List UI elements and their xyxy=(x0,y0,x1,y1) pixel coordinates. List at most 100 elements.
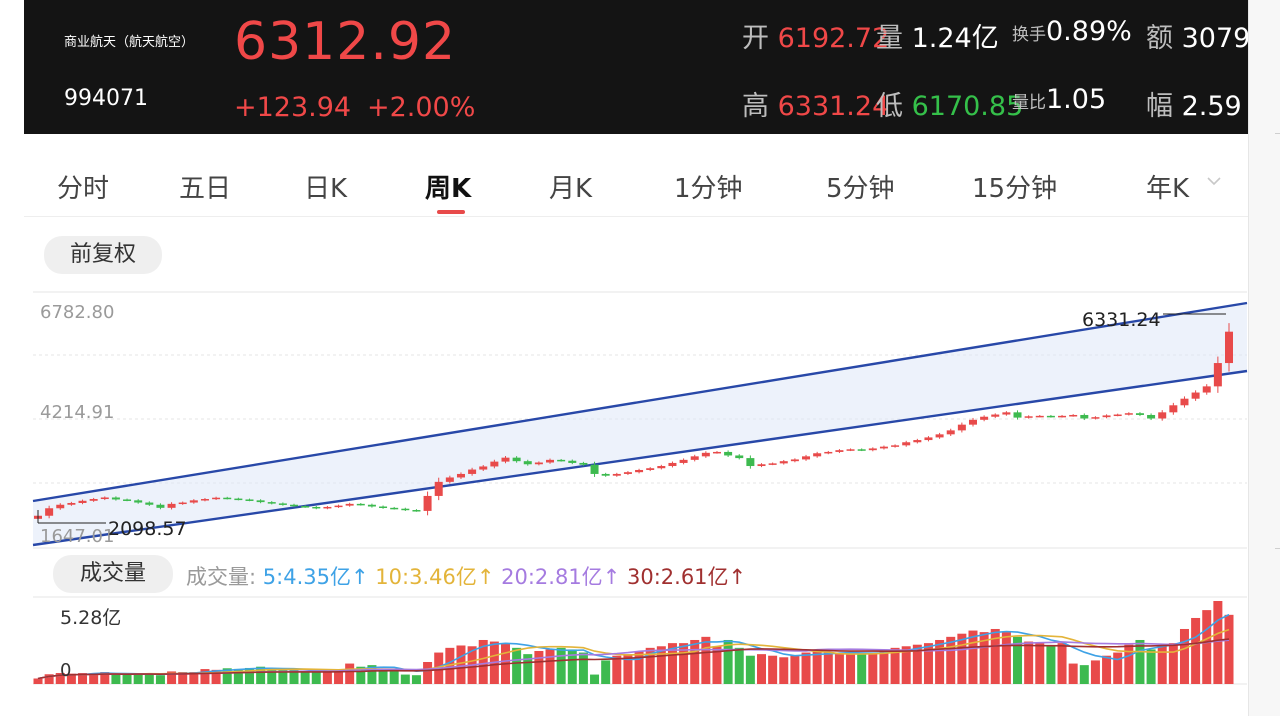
volume-bar xyxy=(1202,610,1212,684)
tab-5min[interactable]: 5分钟 xyxy=(826,174,895,204)
volume-bar xyxy=(178,672,188,684)
volume-bar xyxy=(256,666,266,684)
turnover-value: 0.89% xyxy=(1046,16,1132,47)
volume-ma30-line xyxy=(37,638,1230,680)
candle-body xyxy=(89,499,98,501)
quote-header: 商业航天（航天航空） 994071 6312.92 +123.94 +2.00%… xyxy=(24,0,1248,134)
volume-bar xyxy=(1079,665,1089,684)
volume-bar xyxy=(846,652,856,684)
tab-five-day[interactable]: 五日 xyxy=(179,174,232,204)
candle-body xyxy=(635,469,644,473)
chevron-down-icon[interactable] xyxy=(1206,176,1222,186)
volume-ma20: 20:2.81亿 xyxy=(501,565,603,589)
active-tab-indicator xyxy=(437,210,465,214)
candle-body xyxy=(980,416,989,420)
volume-bar xyxy=(133,673,143,684)
volume-bar xyxy=(690,639,700,684)
trend-channel xyxy=(32,301,1248,547)
volume-ma10-line xyxy=(37,628,1230,680)
volume-max-label: 5.28亿 xyxy=(60,607,121,629)
adjust-button[interactable]: 前复权 xyxy=(44,236,162,274)
candle-body xyxy=(278,503,287,505)
up-arrow-icon: ↑ xyxy=(350,565,369,589)
candle-body xyxy=(290,504,299,507)
candle-body xyxy=(123,499,132,501)
candle-body xyxy=(1135,413,1144,415)
candle-body xyxy=(223,497,232,500)
volume-bar xyxy=(512,647,522,684)
candle-body xyxy=(100,497,109,500)
tab-intraday[interactable]: 分时 xyxy=(57,174,110,204)
candle-body xyxy=(245,499,254,501)
volume-bar xyxy=(111,674,121,684)
candle-body xyxy=(957,424,966,431)
volume-ma10: 10:3.46亿 xyxy=(375,565,477,589)
candle-body xyxy=(601,473,610,476)
candle-body xyxy=(1002,412,1011,415)
volume-bar xyxy=(1168,643,1178,684)
candle-body xyxy=(379,506,388,509)
volume-bar xyxy=(757,654,767,684)
candle-body xyxy=(646,468,655,470)
tab-yearly-k[interactable]: 年K xyxy=(1146,174,1190,204)
volume-bar xyxy=(1124,644,1134,684)
volume-indicator-button[interactable]: 成交量 xyxy=(53,555,173,593)
candle-body xyxy=(813,453,822,457)
candle-body xyxy=(846,449,855,451)
candle-body xyxy=(1080,414,1089,419)
volume-bar xyxy=(990,628,1000,684)
volume-bar xyxy=(478,639,488,684)
candle-body xyxy=(212,497,221,500)
volume-bar xyxy=(679,643,689,684)
volume-bar xyxy=(233,668,243,684)
candle-body xyxy=(935,434,944,438)
candle-body xyxy=(1202,386,1211,393)
kline-chart[interactable]: 6782.80 4214.91 1647.01 6331.24 2098.57 … xyxy=(0,0,1248,716)
volume-bar xyxy=(144,674,154,684)
tab-weekly-k[interactable]: 周K xyxy=(425,174,472,204)
candle-body xyxy=(134,500,143,503)
candle-body xyxy=(991,414,1000,417)
volume-bar xyxy=(100,672,110,684)
volume-bar xyxy=(768,655,778,684)
volume-bars xyxy=(33,601,1234,684)
volume-bar xyxy=(556,647,566,684)
volume-bar xyxy=(923,643,933,684)
tab-monthly-k[interactable]: 月K xyxy=(549,174,593,204)
volume-bar xyxy=(857,654,867,684)
candle-body xyxy=(412,510,421,512)
volume-bar xyxy=(400,674,410,684)
volume-bar xyxy=(1179,628,1189,684)
volume-bar xyxy=(244,667,254,684)
volume-bar xyxy=(1090,660,1100,684)
candle-body xyxy=(156,504,165,508)
candle-body xyxy=(802,456,811,460)
low-value: 6170.85 xyxy=(911,91,1024,122)
tab-1min[interactable]: 1分钟 xyxy=(674,174,743,204)
up-arrow-icon: ↑ xyxy=(476,565,495,589)
tab-daily-k[interactable]: 日K xyxy=(304,174,348,204)
channel-upper-line xyxy=(32,301,1248,503)
candle-body xyxy=(1158,412,1167,419)
high-annotation: 6331.24 xyxy=(1082,309,1161,331)
candle-body xyxy=(345,503,354,506)
candle-body xyxy=(434,481,443,496)
candle-body xyxy=(1191,392,1200,399)
candle-body xyxy=(824,451,833,454)
candle-body xyxy=(857,449,866,451)
candle-body xyxy=(78,500,87,503)
candle-body xyxy=(167,503,176,508)
volume-bar xyxy=(567,649,577,684)
volume-bar xyxy=(167,671,177,684)
volume-bar xyxy=(155,675,165,684)
tab-15min[interactable]: 15分钟 xyxy=(972,174,1058,204)
candle-body xyxy=(468,469,477,474)
vol-ratio-value: 1.05 xyxy=(1046,84,1107,115)
amount-value: 3079 xyxy=(1181,23,1248,54)
volume-bar xyxy=(723,639,733,684)
candle-body xyxy=(968,419,977,425)
candle-body xyxy=(946,430,955,435)
candle-body xyxy=(1213,363,1222,387)
volume-bar xyxy=(44,674,54,684)
volume-bar xyxy=(1157,646,1167,684)
